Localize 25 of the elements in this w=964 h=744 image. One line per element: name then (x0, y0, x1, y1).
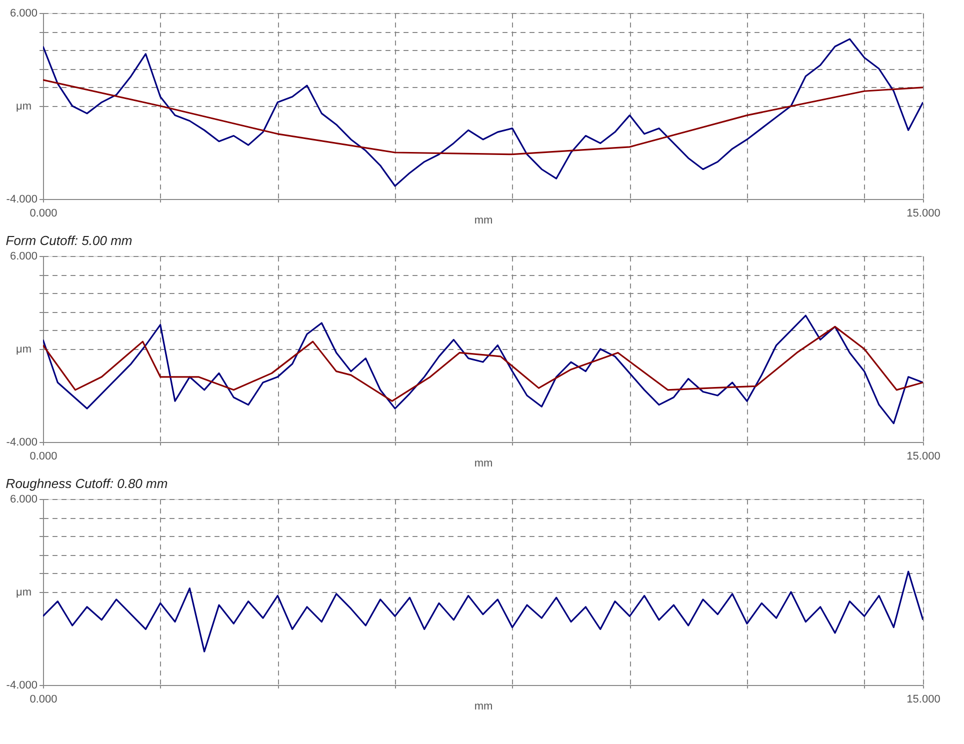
y-tick-label: -4.000 (6, 194, 38, 206)
y-tick-label: 6.000 (10, 250, 38, 262)
y-axis-title: μm (16, 344, 32, 356)
x-tick-label: 15.000 (906, 208, 940, 220)
x-axis-title: mm (474, 458, 493, 470)
x-axis-title: mm (474, 700, 493, 712)
y-axis-title: μm (16, 586, 32, 598)
y-axis-title: μm (16, 100, 32, 112)
line-series (43, 79, 923, 156)
line-series (43, 38, 923, 187)
chart-title: Form Cutoff: 5.00 mm (6, 233, 132, 248)
y-tick-label: 6.000 (10, 8, 38, 20)
line-series (43, 570, 923, 652)
line-series (43, 326, 923, 402)
line-series (43, 314, 923, 424)
chart-title: Roughness Cutoff: 0.80 mm (6, 476, 168, 491)
x-tick-label: 0.000 (30, 450, 58, 462)
x-tick-label: 0.000 (30, 208, 58, 220)
y-tick-label: -4.000 (6, 436, 38, 448)
y-tick-label: -4.000 (6, 680, 38, 692)
x-axis-title: mm (474, 214, 493, 226)
x-tick-label: 0.000 (30, 694, 58, 706)
x-tick-label: 15.000 (906, 694, 940, 706)
y-tick-label: 6.000 (10, 494, 38, 506)
x-tick-label: 15.000 (906, 450, 940, 462)
